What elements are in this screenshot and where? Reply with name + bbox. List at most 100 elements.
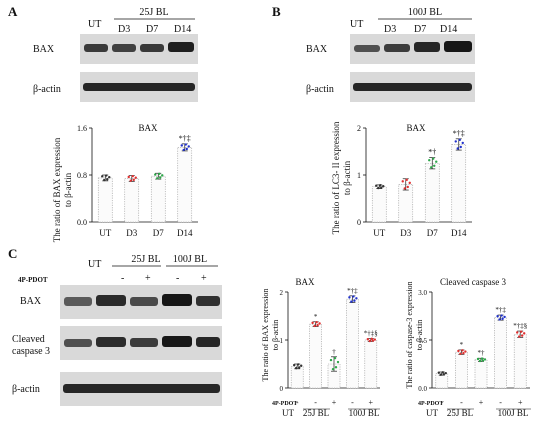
chart-c2-point: [501, 317, 504, 320]
chart-c1-group-25j: 25J BL: [303, 408, 329, 418]
chart-c2-point: [444, 371, 447, 375]
chart-b-ytick-label: 0: [357, 218, 361, 227]
chart-b-point: [406, 185, 409, 189]
chart-b-point: [435, 160, 438, 163]
chart-c2-group-ut: UT: [426, 408, 438, 418]
chart-a-category-label: D7: [153, 228, 164, 238]
chart-c1-point: [329, 358, 333, 362]
chart-a-point: [134, 176, 137, 179]
chart-b-point: [379, 184, 382, 187]
chart-b-annotation: *†‡: [453, 129, 465, 138]
chart-c1-point: [311, 321, 314, 325]
chart-a-point: [105, 174, 108, 177]
panel-c-row-caspase: caspase 3: [12, 346, 50, 357]
chart-c2-title: Cleaved caspase 3: [440, 277, 506, 287]
chart-c1-annotation: *: [314, 313, 318, 321]
chart-c2-point: [462, 351, 465, 355]
chart-c2-sign: +: [479, 398, 484, 407]
chart-b-point: [408, 181, 411, 185]
panel-c-blot-caspase: [60, 326, 222, 360]
chart-b-bar: [398, 184, 414, 223]
chart-a-bar: [124, 178, 140, 223]
chart-a-point: [127, 175, 130, 179]
chart-a-point: [154, 173, 157, 176]
chart-b-point: [433, 164, 436, 167]
chart-c1-group-100j: 100J BL: [349, 408, 380, 418]
chart-c2-point: [442, 373, 445, 376]
chart-c2-bar: [494, 317, 507, 389]
panel-c-blot-actin: [60, 372, 222, 406]
chart-c2-point: [498, 318, 501, 321]
chart-b-title: BAX: [406, 123, 426, 133]
chart-c1-point: [334, 366, 338, 369]
chart-b-plot: 0 1 2 UT D3 *† D7 *†‡ D14: [357, 124, 472, 238]
chart-c1-point: [318, 322, 321, 325]
panel-c-sign-2: +: [145, 273, 151, 284]
chart-c2-point: [483, 358, 487, 361]
chart-c2-ylabel-1: The ratio of caspase-3 expression: [405, 281, 414, 388]
chart-b-point: [377, 186, 380, 190]
chart-c1-point: [300, 364, 303, 367]
chart-c1-ytick-label: 1: [280, 337, 284, 345]
chart-c1-annotation: *†‡§: [364, 330, 378, 338]
chart-c1-point: [331, 367, 335, 371]
chart-b-point: [428, 159, 431, 162]
chart-c1-plot: 0 1 2 - * - † + *†‡ - *†‡§ +: [280, 287, 380, 407]
chart-c1-sign: -: [351, 398, 354, 407]
chart-a-point: [159, 176, 162, 179]
panel-c-blot-bax: [60, 285, 222, 319]
panel-b-letter: B: [272, 4, 281, 19]
chart-a-point: [132, 178, 135, 182]
chart-c1-point: [298, 366, 301, 369]
chart-c2-ytick-label: 1.5: [418, 337, 427, 345]
chart-a-point: [187, 145, 190, 148]
chart-b-point: [403, 187, 406, 190]
chart-c1-bar: [290, 366, 304, 389]
panel-c-letter: C: [8, 246, 17, 261]
chart-c2-point: [521, 334, 524, 337]
chart-a-bar: [97, 177, 113, 223]
panel-c-treatment-label: 4P-PDOT: [18, 276, 48, 284]
panel-c-sign-3: -: [176, 273, 179, 284]
chart-c2-ytick-label: 3.0: [418, 289, 427, 297]
chart-b-point: [430, 166, 433, 169]
panel-c-row-bax: BAX: [20, 296, 42, 307]
chart-a-ytick-label: 1.6: [77, 124, 87, 133]
chart-a-point: [103, 178, 106, 182]
chart-a-category-label: UT: [99, 228, 111, 238]
chart-b-category-label: D7: [427, 228, 438, 238]
panel-a-ut-label: UT: [88, 19, 101, 30]
chart-c2-ylabel-2: to β-actin: [415, 320, 424, 351]
chart-b-point: [405, 178, 408, 182]
chart-c1-point: [297, 363, 300, 366]
chart-c2-point: [461, 349, 464, 352]
chart-c2-group-100j: 100J BL: [498, 408, 529, 418]
chart-a-category-label: D3: [126, 228, 137, 238]
panel-b-lane-d7: D7: [414, 24, 426, 35]
chart-c1-point: [313, 324, 316, 328]
chart-c1-bar: [309, 323, 322, 389]
chart-a-point: [101, 175, 104, 178]
chart-c2-point: [476, 357, 480, 361]
chart-c1-sign: -: [296, 398, 299, 407]
chart-b-ylabel-2: to β-actin: [342, 160, 352, 195]
chart-c1-ytick-label: 2: [280, 289, 284, 297]
chart-c2-point: [480, 357, 484, 360]
chart-b-point: [456, 147, 459, 150]
chart-c1-ytick-label: 0: [280, 385, 284, 393]
chart-c1-ylabel-2: to β-actin: [271, 320, 280, 351]
chart-c1-point: [293, 363, 296, 367]
chart-c2-bar: [455, 351, 468, 389]
panel-b-row-bax: BAX: [306, 44, 328, 55]
chart-c2-annotation: *†‡: [495, 306, 506, 314]
panel-a-lane-d3: D3: [118, 24, 130, 35]
chart-c1-point: [333, 356, 337, 360]
chart-c1-point: [368, 339, 371, 343]
chart-b-ytick-label: 2: [357, 124, 361, 133]
chart-a-point: [131, 174, 134, 178]
chart-c1-sign: +: [369, 398, 374, 407]
panel-b-group-label: 100J BL: [408, 7, 442, 18]
chart-c1-title: BAX: [295, 277, 315, 287]
chart-c2-point: [516, 331, 519, 334]
